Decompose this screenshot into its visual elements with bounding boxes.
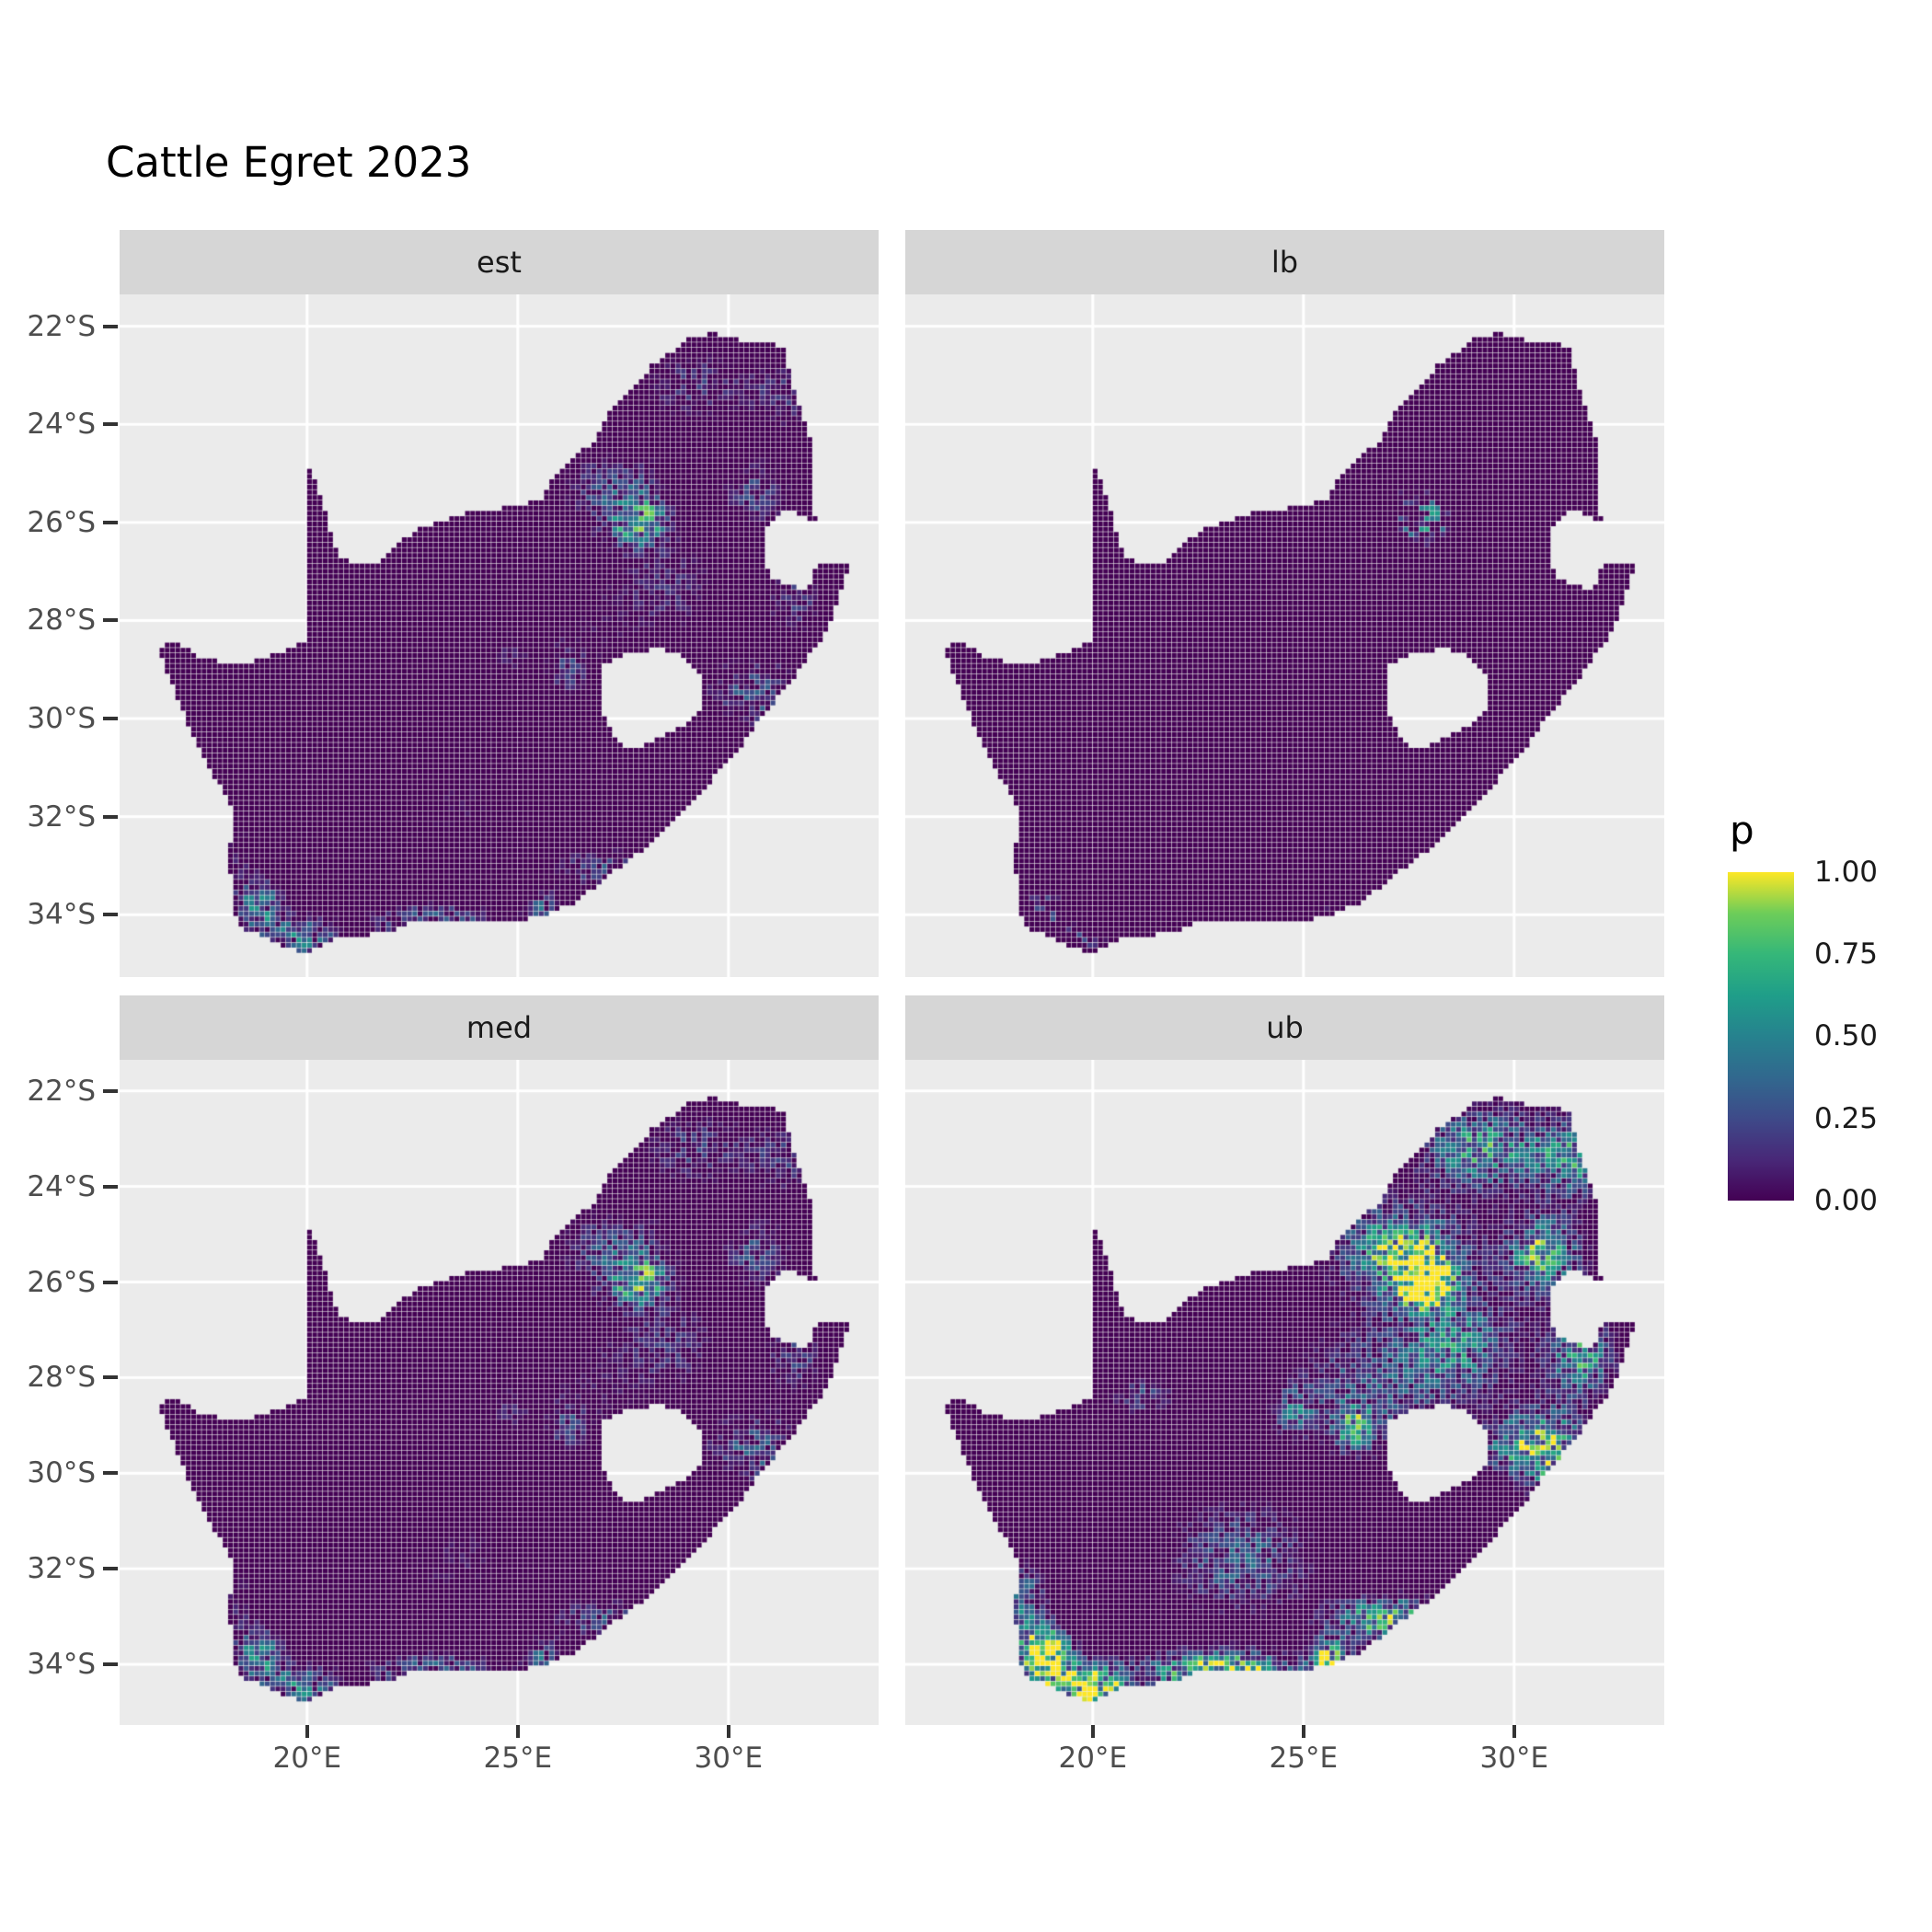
x-tick-label: 20°E [1058, 1742, 1128, 1775]
y-tick-mark [103, 324, 118, 328]
x-tick-label: 30°E [694, 1742, 764, 1775]
facet-strip-ub: ub [905, 995, 1664, 1060]
legend-label: 0.75 [1814, 937, 1879, 971]
legend-label: 0.50 [1814, 1019, 1879, 1052]
y-tick-mark [103, 422, 118, 427]
facet-canvas-est [120, 294, 879, 977]
legend-label: 1.00 [1814, 856, 1879, 889]
x-tick-mark [305, 1725, 309, 1738]
y-tick-label: 34°S [27, 1648, 96, 1682]
y-tick-mark [103, 520, 118, 524]
facet-strip-est: est [120, 230, 879, 294]
x-tick-mark [1301, 1725, 1305, 1738]
y-tick-mark [103, 1280, 118, 1284]
y-tick-label: 24°S [27, 408, 96, 442]
y-tick-label: 22°S [27, 309, 96, 343]
legend-title: p [1730, 808, 1754, 853]
y-tick-label: 30°S [27, 702, 96, 736]
x-tick-mark [515, 1725, 520, 1738]
facet-strip-lb: lb [905, 230, 1664, 294]
facet-canvas-lb [905, 294, 1664, 977]
y-tick-label: 30°S [27, 1456, 96, 1490]
y-tick-label: 22°S [27, 1074, 96, 1108]
x-tick-mark [1512, 1725, 1516, 1738]
x-tick-label: 30°E [1479, 1742, 1549, 1775]
y-tick-label: 26°S [27, 1265, 96, 1299]
facet-canvas-med [120, 1060, 879, 1725]
y-tick-label: 28°S [27, 1361, 96, 1395]
x-tick-label: 20°E [272, 1742, 342, 1775]
y-tick-label: 24°S [27, 1169, 96, 1203]
y-tick-label: 26°S [27, 505, 96, 539]
facet-strip-label-est: est [477, 245, 522, 280]
facet-strip-label-med: med [466, 1010, 533, 1045]
x-tick-mark [726, 1725, 730, 1738]
facet-canvas-ub [905, 1060, 1664, 1725]
y-tick-label: 28°S [27, 604, 96, 638]
legend-label: 0.00 [1814, 1184, 1879, 1217]
x-tick-label: 25°E [483, 1742, 553, 1775]
legend-label: 0.25 [1814, 1102, 1879, 1135]
y-tick-mark [103, 814, 118, 819]
y-tick-mark [103, 1567, 118, 1571]
legend-colorbar [1728, 872, 1794, 1201]
y-tick-mark [103, 1088, 118, 1093]
y-tick-mark [103, 913, 118, 917]
y-tick-label: 34°S [27, 898, 96, 932]
y-tick-mark [103, 618, 118, 623]
y-tick-mark [103, 717, 118, 721]
plot-title: Cattle Egret 2023 [106, 138, 472, 187]
facet-strip-med: med [120, 995, 879, 1060]
y-tick-mark [103, 1662, 118, 1667]
y-tick-mark [103, 1375, 118, 1380]
y-tick-mark [103, 1184, 118, 1189]
y-tick-label: 32°S [27, 1552, 96, 1586]
facet-strip-label-ub: ub [1266, 1010, 1304, 1045]
y-tick-mark [103, 1471, 118, 1476]
y-tick-label: 32°S [27, 799, 96, 834]
x-tick-mark [1090, 1725, 1095, 1738]
x-tick-label: 25°E [1269, 1742, 1339, 1775]
facet-strip-label-lb: lb [1271, 245, 1299, 280]
